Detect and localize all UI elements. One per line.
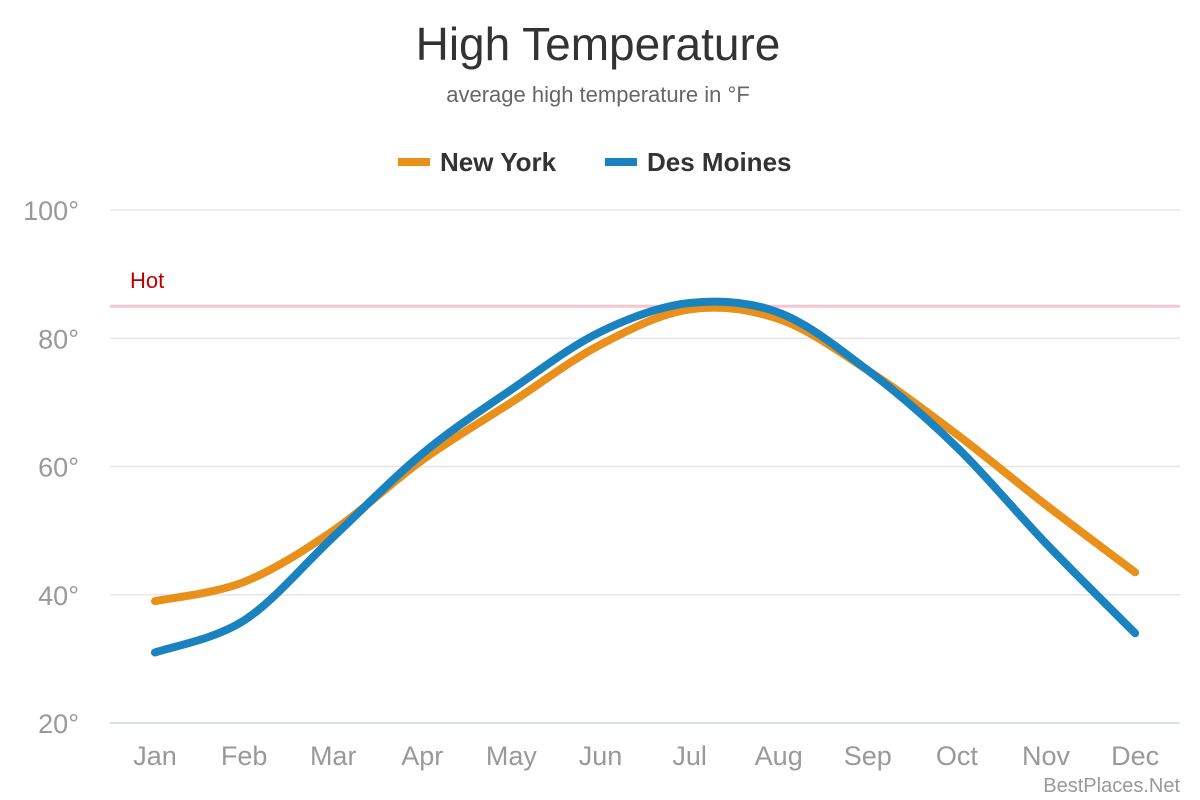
y-axis-labels: 20° 40° 60° 80° 100°: [23, 196, 79, 739]
series-line-new-york[interactable]: [151, 303, 1140, 606]
chart-subtitle: average high temperature in °F: [446, 82, 750, 107]
legend-label: Des Moines: [647, 147, 792, 177]
x-tick-label: Nov: [1022, 741, 1071, 771]
x-tick-label: Jul: [672, 741, 707, 771]
x-axis-labels: Jan Feb Mar Apr May Jun Jul Aug Sep Oct Nov Dec: [133, 741, 1159, 771]
credit-link[interactable]: BestPlaces.Net: [1043, 775, 1180, 797]
x-tick-label: May: [486, 741, 538, 771]
x-tick-label: Aug: [755, 741, 803, 771]
x-tick-label: Oct: [936, 741, 979, 771]
legend-label: New York: [440, 147, 557, 177]
y-tick-label: 40°: [38, 581, 79, 611]
legend[interactable]: New York Des Moines: [398, 147, 792, 177]
threshold-band: Hot: [110, 268, 1180, 308]
y-tick-label: 60°: [38, 453, 79, 483]
x-tick-label: Apr: [401, 741, 443, 771]
threshold-label: Hot: [130, 268, 164, 293]
y-tick-label: 100°: [23, 196, 79, 226]
x-tick-label: Sep: [844, 741, 892, 771]
y-tick-label: 80°: [38, 324, 79, 354]
gridlines: [110, 209, 1180, 724]
y-tick-label: 20°: [38, 709, 79, 739]
legend-item-des-moines[interactable]: Des Moines: [605, 147, 792, 177]
x-tick-label: Feb: [221, 741, 268, 771]
x-tick-label: Jan: [133, 741, 177, 771]
series-lines: [151, 297, 1140, 657]
x-tick-label: Dec: [1111, 741, 1159, 771]
series-line-des-moines[interactable]: [151, 297, 1140, 657]
chart-title: High Temperature: [416, 18, 781, 70]
x-tick-label: Mar: [310, 741, 357, 771]
x-tick-label: Jun: [579, 741, 623, 771]
legend-item-new-york[interactable]: New York: [398, 147, 557, 177]
